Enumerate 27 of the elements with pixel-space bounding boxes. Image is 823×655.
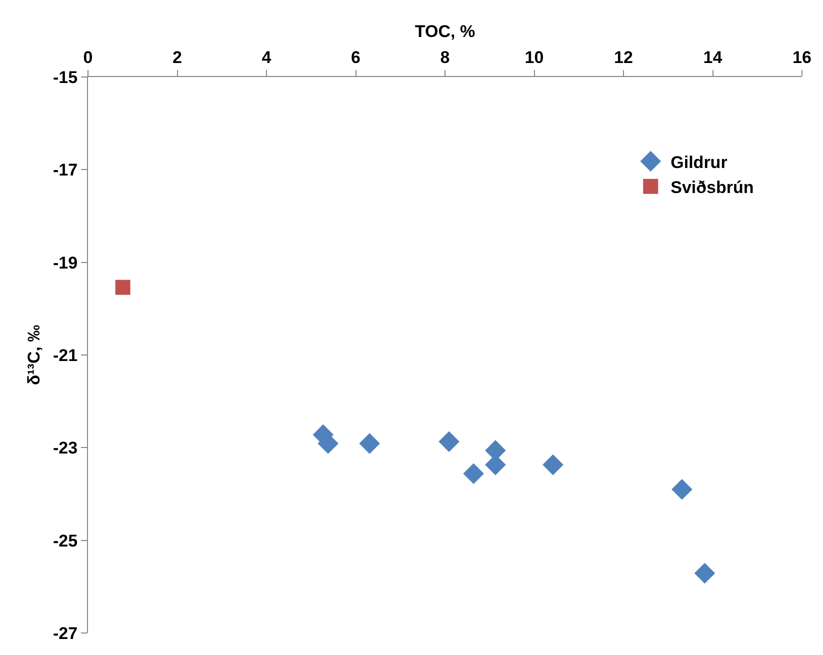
x-tick-label: 12 xyxy=(614,48,633,68)
x-tick-label: 2 xyxy=(172,48,182,68)
y-tick-label: -15 xyxy=(53,68,78,87)
x-tick-label: 8 xyxy=(440,48,450,68)
x-tick-label: 10 xyxy=(524,48,544,68)
x-tick-label: 16 xyxy=(792,48,812,68)
point xyxy=(115,280,130,295)
y-axis-title: δ¹³C, ‰ xyxy=(24,324,44,386)
y-tick-label: -27 xyxy=(53,624,78,643)
point xyxy=(463,463,484,484)
x-tick-label: 6 xyxy=(351,48,360,68)
point xyxy=(438,431,460,452)
x-tick-label: 0 xyxy=(83,48,93,68)
x-tick-label: 14 xyxy=(703,48,723,68)
y-tick-label: -21 xyxy=(53,346,78,365)
x-tick-label: 4 xyxy=(262,48,272,68)
legend-label: Gildrur xyxy=(670,152,728,172)
point xyxy=(542,454,564,476)
y-tick-label: -23 xyxy=(53,438,78,458)
x-axis-title: TOC, % xyxy=(414,22,476,41)
y-tick-label: -25 xyxy=(53,531,78,550)
point xyxy=(694,562,716,584)
y-tick-label: -19 xyxy=(53,253,78,272)
point xyxy=(359,433,380,454)
point xyxy=(672,478,692,500)
y-tick-label: -17 xyxy=(53,160,78,180)
legend-label: Sviðsbrún xyxy=(670,178,754,197)
